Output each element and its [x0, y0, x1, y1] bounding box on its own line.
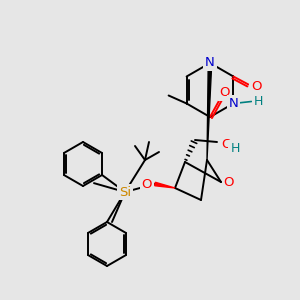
Text: N: N	[205, 56, 215, 70]
Text: O: O	[222, 137, 232, 151]
Text: Si: Si	[119, 185, 131, 199]
Text: O: O	[142, 178, 152, 191]
Text: H: H	[230, 142, 240, 154]
Text: H: H	[254, 95, 263, 108]
Text: N: N	[229, 97, 238, 110]
Text: O: O	[220, 86, 230, 100]
Text: O: O	[224, 176, 234, 188]
Text: O: O	[251, 80, 262, 93]
Polygon shape	[207, 63, 212, 160]
Polygon shape	[155, 182, 175, 188]
